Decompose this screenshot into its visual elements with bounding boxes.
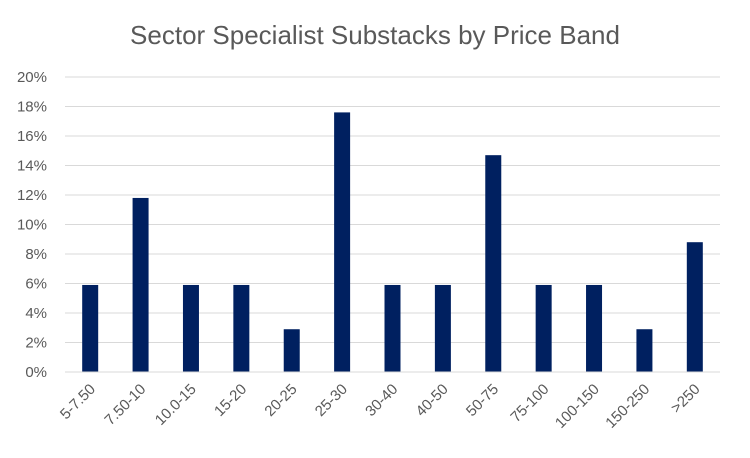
x-tick-label: 5-7.50 (57, 381, 99, 423)
x-tick-label: 15-20 (211, 381, 250, 420)
y-tick-label: 4% (25, 305, 47, 322)
x-tick-label: 30-40 (362, 381, 401, 420)
bar-15-20 (233, 284, 250, 372)
bar->250 (686, 242, 703, 372)
y-tick-label: 0% (25, 364, 47, 381)
chart-title: Sector Specialist Substacks by Price Ban… (130, 20, 620, 50)
y-axis-ticks: 0% 2% 4% 6% 8% 10% 12% 14% 16% 18% 20% (17, 69, 47, 381)
bar-5-7.50 (82, 284, 99, 372)
x-tick-label: >250 (668, 381, 704, 417)
gridlines (65, 76, 720, 343)
x-tick-label: 50-75 (463, 381, 502, 420)
x-tick-label: 25-30 (312, 381, 351, 420)
x-tick-label: 10.0-15 (152, 381, 200, 429)
bar-7.50-10 (132, 197, 149, 372)
x-tick-label: 150-250 (602, 381, 653, 432)
y-tick-label: 20% (17, 69, 47, 86)
x-tick-label: 20-25 (261, 381, 300, 420)
y-tick-label: 2% (25, 335, 47, 352)
x-tick-label: 7.50-10 (101, 381, 149, 429)
y-tick-label: 16% (17, 128, 47, 145)
y-tick-label: 6% (25, 276, 47, 293)
bar-20-25 (283, 329, 300, 372)
bar-30-40 (384, 284, 401, 372)
bar-150-250 (636, 329, 653, 372)
x-tick-label: 40-50 (413, 381, 452, 420)
y-tick-label: 18% (17, 99, 47, 116)
x-tick-label: 100-150 (552, 381, 603, 432)
bar-25-30 (334, 112, 351, 373)
y-tick-label: 10% (17, 217, 47, 234)
bar-10.0-15 (182, 284, 199, 372)
bar-40-50 (434, 284, 451, 372)
y-tick-label: 14% (17, 158, 47, 175)
bar-100-150 (586, 284, 603, 372)
bars (82, 112, 703, 373)
y-tick-label: 12% (17, 187, 47, 204)
x-tick-label: 75-100 (507, 381, 552, 426)
x-axis-ticks: 5-7.50 7.50-10 10.0-15 15-20 20-25 25-30 30-40… (57, 381, 704, 432)
bar-75-100 (535, 284, 552, 372)
bar-50-75 (485, 155, 502, 372)
y-tick-label: 8% (25, 246, 47, 263)
